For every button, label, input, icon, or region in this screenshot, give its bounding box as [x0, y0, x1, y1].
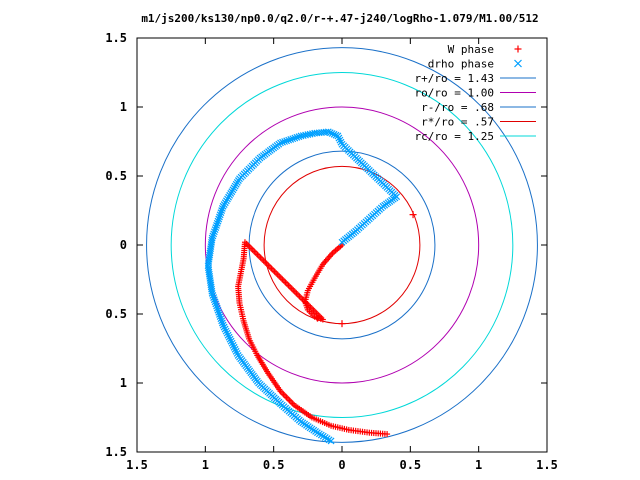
series-1-point-207	[233, 349, 241, 357]
series-1-point-137	[219, 202, 227, 210]
series-0	[235, 211, 417, 438]
series-1-point-96	[279, 138, 286, 146]
series-1-point-138	[218, 205, 226, 212]
legend-series-0-sample	[514, 45, 522, 53]
series-1-point-202	[228, 339, 236, 347]
series-1-point-188	[216, 311, 223, 318]
legend-series-1-sample	[514, 59, 522, 68]
series-1-point-140	[217, 209, 225, 217]
series-1-point-184	[213, 302, 220, 310]
series-1-point-183	[212, 300, 220, 308]
series-1-point-139	[218, 207, 226, 215]
series-1-point-145	[213, 219, 221, 227]
series-1-point-191	[218, 317, 226, 325]
series-1-point-68	[336, 136, 344, 144]
y-tick-label-3: 0	[120, 238, 127, 252]
series-1-point-187	[215, 308, 223, 316]
series-1-point-143	[215, 215, 223, 223]
series-1-point-206	[232, 347, 240, 355]
series-1-point-70	[334, 132, 342, 140]
circle-4	[170, 72, 514, 418]
series-1-point-92	[287, 136, 295, 143]
series-1-point-146	[213, 221, 220, 229]
series-1-point-203	[229, 341, 237, 349]
y-tick-label-6: 1.5	[105, 445, 127, 459]
series-1-point-141	[216, 211, 224, 219]
series-1-point-194	[220, 323, 228, 331]
series-1-point-197	[223, 329, 231, 337]
legend-series-1-label: drho phase	[428, 58, 494, 71]
series-1-point-185	[213, 304, 221, 312]
series-1	[204, 128, 401, 445]
series-1-point-94	[283, 137, 291, 145]
series-1-point-144	[214, 217, 222, 225]
series-1-point-193	[219, 321, 227, 329]
y-tick-label-4: 0.5	[105, 307, 127, 321]
series-1-point-91	[289, 135, 297, 143]
x-tick-label-5: 1	[475, 458, 482, 472]
series-1-point-93	[285, 136, 293, 144]
series-1-point-186	[214, 306, 222, 314]
y-tick-label-5: 1	[120, 376, 127, 390]
series-1-point-73	[328, 130, 336, 137]
series-1-point-71	[332, 131, 340, 139]
series-1-point-195	[221, 325, 229, 333]
x-tick-label-1: 1	[202, 458, 209, 472]
series-1-point-201	[227, 337, 235, 345]
series-1-point-179	[209, 291, 217, 299]
series-1-point-67	[337, 138, 345, 146]
axis-ticks: 1.5 1 0.5 0 0.5 1 1.51.510.500.511.5	[105, 31, 558, 472]
legend-circle-2-label: r-/ro = .68	[421, 101, 494, 114]
series-0-marker-2	[313, 314, 321, 322]
series-1-point-66	[338, 140, 346, 148]
series-1-point-266	[327, 437, 335, 445]
legend-circle-3-label: r*/ro = .57	[421, 116, 494, 129]
y-tick-label-0: 1.5	[105, 31, 127, 45]
series-1-point-150	[210, 230, 218, 238]
legend-series-0-label: W phase	[448, 43, 494, 56]
series-1-point-147	[212, 224, 220, 231]
x-tick-label-3: 0	[338, 458, 345, 472]
legend-circle-4-label: rc/ro = 1.25	[415, 130, 494, 143]
x-tick-label-4: 0.5	[399, 458, 421, 472]
series-0-point-220	[384, 431, 391, 438]
x-tick-label-6: 1.5	[536, 458, 558, 472]
series-1-point-87	[297, 132, 305, 140]
series-1-point-192	[218, 319, 226, 327]
chart-title: m1/js200/ks130/np0.0/q2.0/r-+.47-j240/lo…	[141, 12, 538, 25]
legend-circle-0-label: r+/ro = 1.43	[415, 72, 494, 85]
y-tick-label-2: 0.5	[105, 169, 127, 183]
series-1-point-90	[291, 134, 299, 142]
series-1-point-199	[225, 333, 233, 341]
series-1-point-180	[210, 294, 218, 301]
circle-0	[146, 47, 538, 443]
series-1-point-205	[231, 345, 239, 353]
series-1-point-198	[224, 331, 232, 339]
y-tick-label-1: 1	[120, 100, 127, 114]
series-1-point-149	[210, 228, 218, 236]
series-1-point-204	[230, 343, 238, 351]
series-1-point-181	[210, 296, 218, 304]
series-1-point-88	[295, 133, 303, 141]
x-tick-label-0: 1.5	[126, 458, 148, 472]
series-1-point-190	[217, 315, 225, 323]
series-1-point-148	[211, 226, 219, 234]
series-1-point-178	[208, 289, 216, 297]
series-1-point-200	[226, 335, 234, 343]
series-1-point-89	[293, 133, 301, 141]
series-1-point-142	[216, 213, 223, 221]
series-1-point-95	[281, 138, 289, 145]
legend-circle-1-label: ro/ro = 1.00	[415, 87, 494, 100]
series-1-point-182	[211, 298, 219, 306]
series-0-marker-1	[338, 320, 346, 328]
data-series	[204, 128, 417, 445]
series-0-marker-0	[409, 211, 417, 219]
series-1-point-72	[330, 130, 338, 138]
series-1-point-196	[222, 327, 230, 335]
x-tick-label-2: 0.5	[263, 458, 285, 472]
circle-1	[204, 106, 480, 384]
series-1-point-189	[216, 313, 224, 321]
